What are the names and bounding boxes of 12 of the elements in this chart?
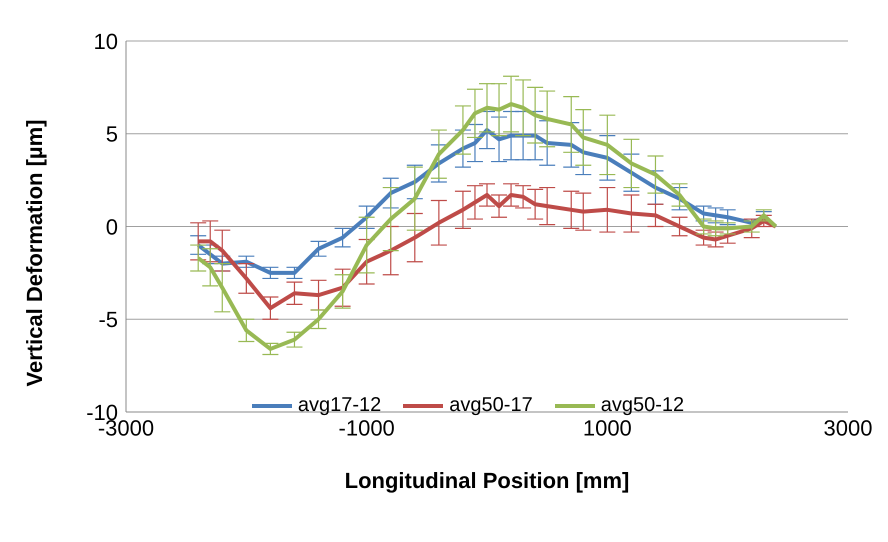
- y-tick-label: 5: [106, 122, 118, 147]
- x-axis-title: Longitudinal Position [mm]: [344, 468, 630, 493]
- y-tick-label: 10: [94, 28, 118, 54]
- legend-label: avg50-17: [449, 394, 533, 417]
- y-tick-label: -5: [98, 307, 118, 332]
- legend-label: avg17-12: [298, 394, 382, 417]
- y-axis-title: Vertical Deformation [µm]: [22, 120, 47, 386]
- x-tick-label: 3000: [824, 416, 872, 441]
- y-tick-label: 0: [106, 214, 118, 240]
- x-tick-label: -1000: [338, 416, 395, 441]
- x-tick-label: 1000: [582, 416, 632, 441]
- legend-label: avg50-12: [600, 394, 684, 417]
